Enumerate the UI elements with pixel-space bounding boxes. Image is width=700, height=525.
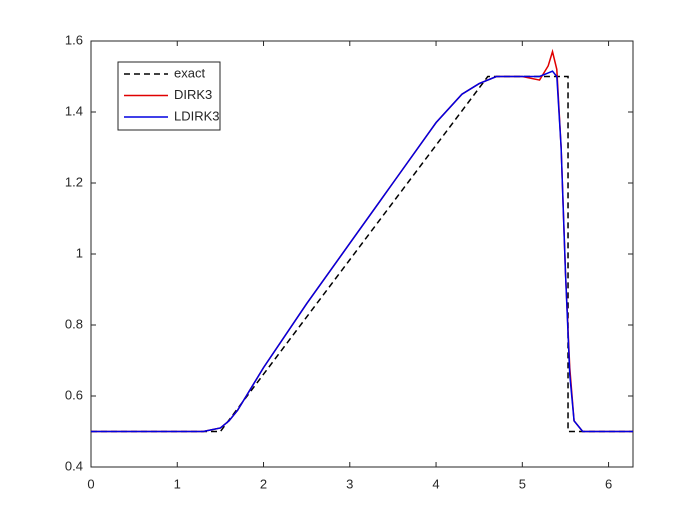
y-tick-label: 1	[76, 245, 83, 260]
x-tick-label: 2	[260, 476, 267, 491]
y-tick-label: 0.8	[65, 316, 83, 331]
x-tick-label: 4	[432, 476, 439, 491]
y-tick-label: 1.2	[65, 174, 83, 189]
x-tick-label: 5	[519, 476, 526, 491]
y-tick-label: 1.4	[65, 103, 83, 118]
y-tick-label: 0.4	[65, 458, 83, 473]
legend-label: LDIRK3	[174, 108, 220, 123]
legend-label: exact	[174, 65, 205, 80]
x-tick-label: 0	[87, 476, 94, 491]
legend-label: DIRK3	[174, 87, 212, 102]
x-tick-label: 3	[346, 476, 353, 491]
y-tick-label: 0.6	[65, 387, 83, 402]
x-tick-label: 6	[605, 476, 612, 491]
series-line	[91, 70, 633, 433]
y-tick-label: 1.6	[65, 32, 83, 47]
x-tick-label: 1	[174, 476, 181, 491]
